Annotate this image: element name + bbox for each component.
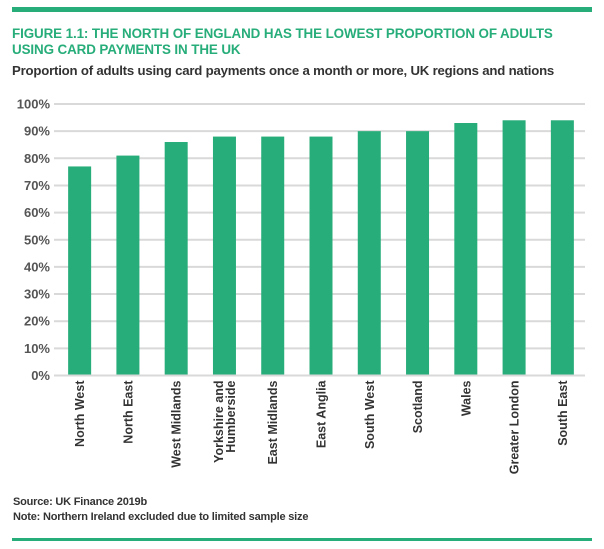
bar — [454, 123, 478, 375]
chart-footer: Source: UK Finance 2019b Note: Northern … — [13, 495, 308, 525]
x-tick-label: West Midlands — [170, 380, 184, 467]
x-tick-label: Scotland — [411, 381, 425, 434]
y-axis-tick-labels: 0% 10% 20% 30% 40% 50% 60% 70% 80% 90% 100% — [17, 97, 51, 384]
y-tick-label: 60% — [24, 205, 50, 220]
x-tick-label: North West — [73, 380, 87, 447]
bar — [68, 166, 92, 375]
x-tick-label-line: Scotland — [411, 381, 425, 434]
x-tick-label-line: Yorkshire and — [212, 381, 226, 463]
x-tick-label: South East — [556, 380, 570, 446]
x-tick-label-line: Greater London — [508, 381, 522, 475]
bar — [309, 136, 333, 375]
x-tick-label: Wales — [459, 380, 473, 416]
x-tick-label: Greater London — [508, 381, 522, 475]
x-tick-label: East Anglia — [315, 379, 329, 448]
source-note: Source: UK Finance 2019b — [13, 496, 147, 508]
x-tick-label-line: South West — [363, 380, 377, 449]
y-tick-label: 90% — [24, 124, 50, 139]
x-tick-label-line: North West — [73, 380, 87, 447]
bars — [68, 120, 574, 375]
bar — [406, 131, 430, 375]
bar — [116, 155, 140, 375]
top-accent-rule — [12, 7, 592, 12]
chart-subtitle: Proportion of adults using card payments… — [12, 63, 555, 78]
figure-title: FIGURE 1.1: THE NORTH OF ENGLAND HAS THE… — [12, 26, 553, 57]
y-tick-label: 10% — [24, 341, 50, 356]
bar — [502, 120, 526, 375]
x-tick-label-line: South East — [556, 380, 570, 446]
y-tick-label: 20% — [24, 314, 50, 329]
bar — [357, 131, 381, 375]
bar — [261, 136, 285, 375]
bar — [164, 142, 188, 375]
x-tick-label-line: Humberside — [224, 380, 238, 452]
y-tick-label: 30% — [24, 287, 50, 302]
x-tick-label-line: West Midlands — [170, 380, 184, 467]
x-tick-label: South West — [363, 380, 377, 449]
y-tick-label: 0% — [31, 368, 50, 383]
y-tick-label: 100% — [17, 97, 51, 112]
y-tick-label: 80% — [24, 151, 50, 166]
bottom-accent-rule — [12, 538, 592, 541]
x-axis-tick-labels: North West North East West Midlands Yorkshi… — [73, 379, 570, 474]
x-tick-label-line: East Anglia — [315, 379, 329, 448]
x-tick-label-line: East Midlands — [266, 380, 280, 464]
x-tick-label: East Midlands — [266, 380, 280, 464]
x-tick-label: North East — [121, 380, 135, 444]
y-tick-label: 70% — [24, 178, 50, 193]
x-tick-label-line: North East — [121, 380, 135, 444]
bar — [212, 136, 236, 375]
x-tick-label-line: Wales — [459, 380, 473, 416]
sample-note: Note: Northern Ireland excluded due to l… — [13, 511, 309, 523]
bar — [550, 120, 574, 375]
y-tick-label: 50% — [24, 232, 50, 247]
y-tick-label: 40% — [24, 259, 50, 274]
